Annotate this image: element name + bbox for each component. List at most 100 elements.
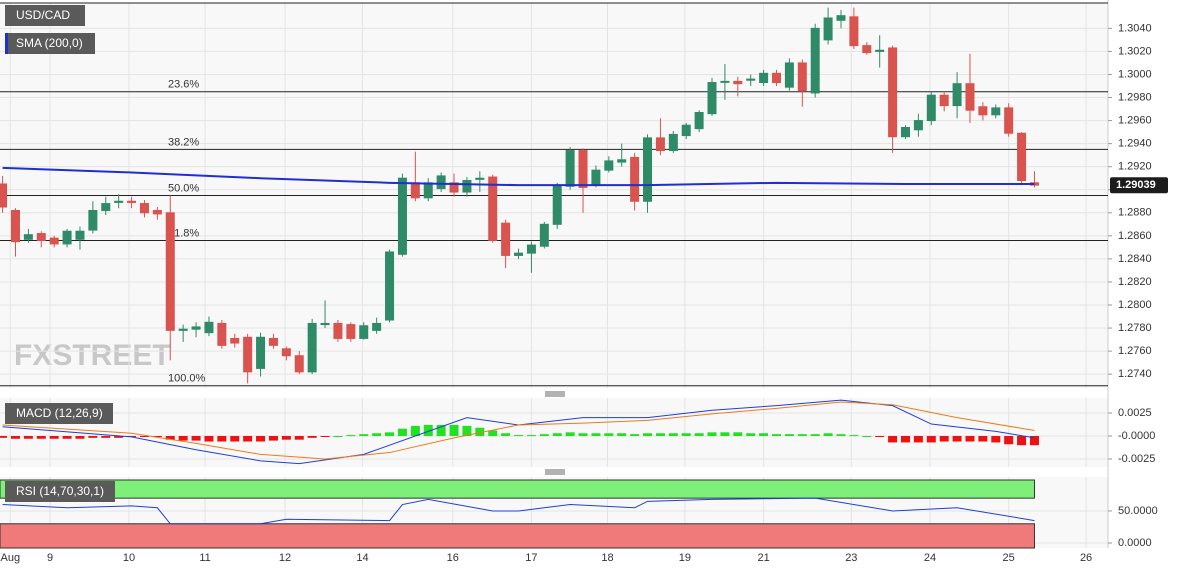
candle-body — [849, 16, 859, 47]
macd-bar — [152, 435, 162, 437]
candle-body — [410, 182, 420, 199]
macd-bar — [952, 435, 962, 442]
legend-box[interactable] — [5, 33, 95, 54]
legend-title: USD/CAD — [16, 8, 70, 22]
macd-panel — [0, 398, 1108, 467]
y-tick-label: 1.2940 — [1118, 138, 1152, 150]
macd-bar — [230, 435, 240, 442]
fib-label: 61.8% — [168, 227, 199, 239]
x-tick-label: 25 — [1003, 552, 1015, 564]
candle-body — [256, 336, 266, 369]
macd-bar — [372, 433, 382, 436]
macd-bar — [256, 435, 266, 442]
candle-body — [617, 159, 627, 163]
macd-bar — [939, 435, 949, 442]
price-tag-label: 1.29039 — [1116, 179, 1156, 191]
candle-body — [1017, 132, 1027, 182]
candle-body — [643, 137, 653, 202]
candle-body — [423, 182, 433, 199]
macd-bar — [436, 424, 446, 436]
macd-bar — [488, 430, 498, 436]
candle-body — [978, 106, 988, 116]
candle-body — [114, 200, 124, 203]
divider-handle[interactable] — [545, 391, 565, 397]
candle-body — [127, 200, 137, 203]
candle-body — [526, 244, 536, 254]
macd-bar — [281, 435, 291, 440]
candle-body — [823, 17, 833, 41]
y-tick-label: 1.3000 — [1118, 68, 1152, 80]
candle-body — [191, 326, 201, 330]
legend-entry: SMA (200,0) — [16, 36, 83, 50]
macd-bar — [346, 435, 356, 437]
macd-bar — [1029, 435, 1039, 446]
macd-bar — [578, 433, 588, 436]
macd-bar — [243, 435, 253, 442]
candle-body — [281, 348, 291, 357]
macd-bar — [204, 435, 214, 442]
macd-bar — [681, 433, 691, 436]
candle-body — [385, 251, 395, 321]
candle-body — [797, 62, 807, 92]
candle-body — [178, 328, 188, 331]
divider-handle[interactable] — [545, 469, 565, 475]
candle-body — [772, 72, 782, 84]
candle-body — [372, 322, 382, 331]
macd-bar — [475, 427, 485, 436]
x-tick-label: 9 — [47, 552, 53, 564]
macd-bar — [101, 435, 111, 438]
candle-body — [862, 45, 872, 54]
macd-bar — [165, 435, 175, 440]
candle-body — [23, 234, 33, 240]
candle-body — [88, 209, 98, 231]
x-tick-label: 26 — [1080, 552, 1092, 564]
x-tick-label: 14 — [356, 552, 368, 564]
macd-bar — [10, 435, 20, 439]
macd-bar — [784, 434, 794, 436]
macd-bar — [926, 435, 936, 443]
legend-box[interactable] — [5, 481, 115, 502]
candle-body — [49, 237, 59, 245]
macd-bar — [823, 433, 833, 436]
y-tick-label: 1.2960 — [1118, 114, 1152, 126]
y-tick-label: 0.0025 — [1118, 407, 1152, 419]
y-tick-label: 1.2780 — [1118, 322, 1152, 334]
candle-body — [204, 321, 214, 334]
macd-bar — [720, 432, 730, 436]
macd-bar — [217, 435, 227, 442]
macd-bar — [307, 435, 317, 438]
x-tick-label: 18 — [601, 552, 613, 564]
y-tick-label: -0.0000 — [1118, 430, 1155, 442]
macd-bar — [410, 425, 420, 436]
macd-bar — [449, 424, 459, 436]
macd-bar — [88, 435, 98, 438]
candle-body — [501, 222, 511, 256]
y-tick-label: 1.3020 — [1118, 45, 1152, 57]
x-tick-label: 23 — [845, 552, 857, 564]
candle-body — [10, 209, 20, 243]
macd-bar — [746, 433, 756, 436]
legend-box[interactable] — [5, 403, 113, 424]
macd-bar — [630, 434, 640, 436]
candle-body — [333, 322, 343, 339]
candle-body — [900, 126, 910, 138]
candle-body — [475, 177, 485, 180]
x-tick-label: 24 — [924, 552, 936, 564]
macd-bar — [591, 433, 601, 436]
candle-body — [62, 230, 72, 245]
oversold-band — [0, 523, 1035, 549]
legend-title: MACD (12,26,9) — [16, 406, 103, 420]
macd-bar — [0, 435, 8, 438]
macd-bar — [385, 432, 395, 436]
macd-bar — [320, 435, 330, 437]
macd-bar — [49, 435, 59, 439]
legend-box[interactable] — [5, 5, 85, 26]
macd-bar — [552, 433, 562, 436]
candle-body — [655, 137, 665, 152]
candle-body — [939, 94, 949, 107]
x-tick-label: 16 — [447, 552, 459, 564]
candle-body — [397, 177, 407, 255]
macd-bar — [733, 432, 743, 436]
candle-body — [578, 150, 588, 188]
